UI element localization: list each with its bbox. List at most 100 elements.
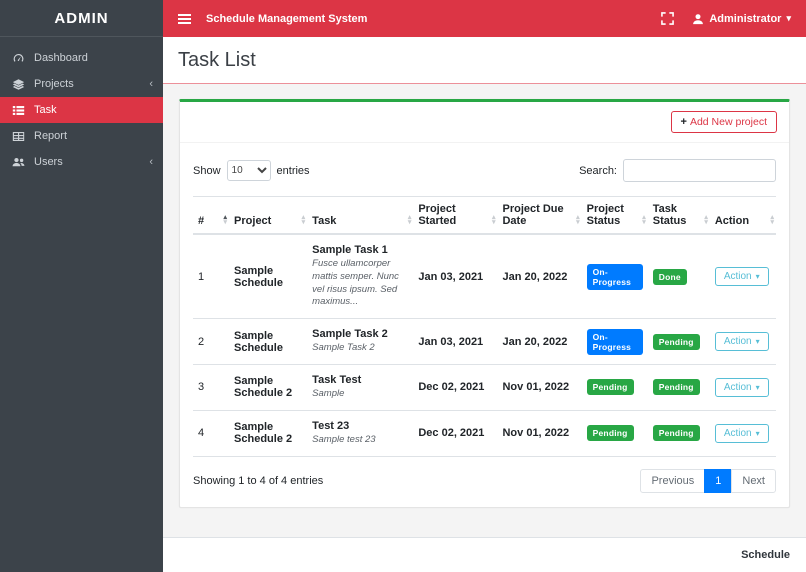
table-footer: Showing 1 to 4 of 4 entries Previous 1 N… <box>193 468 776 493</box>
pagination-next[interactable]: Next <box>731 468 776 493</box>
cell-number: 2 <box>193 318 230 365</box>
task-description: Sample Task 2 <box>312 342 375 354</box>
cell-project-status: Pending <box>581 409 648 457</box>
table-row: 1 Sample Schedule Sample Task 1 Fusce ul… <box>193 233 776 319</box>
sidebar-item-report[interactable]: Report <box>0 123 163 149</box>
cell-project: Sample Schedule 2 <box>229 409 308 457</box>
sort-icon: ▴ ▾ <box>576 214 580 226</box>
sidebar-item-label: Users <box>34 156 63 168</box>
sidebar-item-task[interactable]: Task <box>0 97 163 123</box>
cell-project-started: Jan 03, 2021 <box>413 233 498 319</box>
cell-project-status: On-Progress <box>581 233 648 319</box>
chevron-down-icon: ▾ <box>755 382 760 392</box>
fullscreen-icon[interactable] <box>661 12 675 25</box>
cell-project-due-date: Jan 20, 2022 <box>497 318 582 365</box>
user-icon <box>692 13 704 25</box>
sort-icon: ▴ ▾ <box>642 214 646 226</box>
sidebar: ADMIN Dashboard Projects ‹ Task Report <box>0 0 163 572</box>
footer: Schedule <box>163 537 806 572</box>
search-input[interactable] <box>623 159 776 182</box>
show-label: Show <box>193 164 221 177</box>
task-status-badge: Done <box>652 268 687 285</box>
task-title: Task Test <box>312 374 362 387</box>
chevron-down-icon: ▾ <box>786 13 791 23</box>
entries-label: entries <box>276 164 310 177</box>
project-status-badge: On-Progress <box>586 263 643 290</box>
cell-number: 4 <box>193 409 230 457</box>
cell-action: Action ▾ <box>709 364 776 411</box>
cell-task-status: Pending <box>647 409 710 457</box>
plus-icon: + <box>680 116 687 128</box>
search-control: Search: <box>579 159 776 182</box>
cell-project: Sample Schedule <box>229 233 308 319</box>
column-header-task-status[interactable]: Task Status ▴ ▾ <box>647 196 710 235</box>
cell-task: Sample Task 2 Sample Task 2 <box>307 318 414 365</box>
project-status-badge: On-Progress <box>586 328 643 355</box>
cell-project-started: Dec 02, 2021 <box>413 364 498 411</box>
action-button[interactable]: Action ▾ <box>714 377 769 397</box>
cell-task: Test 23 Sample test 23 <box>307 409 414 457</box>
table-controls: Show 10 entries Search: <box>193 159 776 182</box>
chevron-left-icon: ‹ <box>149 155 153 168</box>
cell-project-status: Pending <box>581 364 648 411</box>
cell-project: Sample Schedule <box>229 318 308 365</box>
sort-icon: ▴ ▾ <box>491 214 496 226</box>
layers-icon <box>10 78 27 91</box>
task-description: Sample <box>312 388 345 400</box>
column-header-project-started[interactable]: Project Started ▴ ▾ <box>413 196 498 235</box>
task-table: # ▴ ▾ Project ▴ ▾ Task ▴ ▾ Project Started ▴ ▾ P… <box>193 196 776 457</box>
users-icon <box>10 156 27 169</box>
topbar: Schedule Management System Administrator… <box>163 0 806 37</box>
cell-project-status: On-Progress <box>581 318 648 365</box>
pagination-page-1[interactable]: 1 <box>704 468 733 493</box>
task-list-card: + Add New project Show 10 entries Search… <box>179 99 790 508</box>
project-status-badge: Pending <box>586 379 634 396</box>
add-new-project-label: Add New project <box>689 116 767 128</box>
add-new-project-button[interactable]: + Add New project <box>670 111 777 133</box>
hamburger-menu-icon[interactable] <box>178 12 191 26</box>
sidebar-menu: Dashboard Projects ‹ Task Report Users <box>0 37 163 175</box>
user-menu[interactable]: Administrator ▾ <box>692 13 791 25</box>
brand-logo[interactable]: ADMIN <box>0 0 163 37</box>
content-area: + Add New project Show 10 entries Search… <box>163 84 806 537</box>
cell-project-started: Jan 03, 2021 <box>413 318 498 365</box>
column-header-project[interactable]: Project ▴ ▾ <box>229 196 308 235</box>
column-header-number[interactable]: # ▴ ▾ <box>193 196 230 235</box>
main-column: Schedule Management System Administrator… <box>163 0 806 572</box>
cell-project: Sample Schedule 2 <box>229 364 308 411</box>
sort-icon: ▴ ▾ <box>704 214 708 226</box>
sidebar-item-projects[interactable]: Projects ‹ <box>0 71 163 97</box>
cell-action: Action ▾ <box>709 318 776 365</box>
cell-project-due-date: Jan 20, 2022 <box>497 233 582 319</box>
sort-icon: ▴ ▾ <box>223 214 228 226</box>
sort-icon: ▴ ▾ <box>407 214 412 226</box>
cell-action: Action ▾ <box>709 409 776 457</box>
column-header-project-due-date[interactable]: Project Due Date ▴ ▾ <box>497 196 582 235</box>
table-row: 2 Sample Schedule Sample Task 2 Sample T… <box>193 318 776 365</box>
sidebar-item-users[interactable]: Users ‹ <box>0 149 163 175</box>
task-list-icon <box>10 104 27 117</box>
action-button[interactable]: Action ▾ <box>714 332 769 352</box>
cell-task-status: Pending <box>647 318 710 365</box>
sidebar-item-label: Task <box>34 104 57 116</box>
column-header-task[interactable]: Task ▴ ▾ <box>307 196 414 235</box>
chevron-down-icon: ▾ <box>755 337 760 347</box>
task-description: Sample test 23 <box>312 433 376 445</box>
pagination-previous[interactable]: Previous <box>640 468 706 493</box>
user-name: Administrator <box>709 12 782 25</box>
table-header-row: # ▴ ▾ Project ▴ ▾ Task ▴ ▾ Project Started ▴ ▾ P… <box>193 196 776 235</box>
sidebar-item-label: Report <box>34 130 68 142</box>
sort-icon: ▴ ▾ <box>301 214 306 226</box>
column-header-action[interactable]: Action ▴ ▾ <box>709 196 776 235</box>
action-button[interactable]: Action ▾ <box>714 267 769 287</box>
page-size-select[interactable]: 10 <box>226 160 271 181</box>
project-status-badge: Pending <box>586 425 634 442</box>
table-row: 4 Sample Schedule 2 Test 23 Sample test … <box>193 409 776 457</box>
chevron-down-icon: ▾ <box>755 272 760 282</box>
action-button[interactable]: Action ▾ <box>714 423 769 443</box>
column-header-project-status[interactable]: Project Status ▴ ▾ <box>581 196 648 235</box>
cell-project-started: Dec 02, 2021 <box>413 409 498 457</box>
sidebar-item-dashboard[interactable]: Dashboard <box>0 45 163 71</box>
app-title: Schedule Management System <box>206 12 368 25</box>
cell-task-status: Done <box>647 233 710 319</box>
